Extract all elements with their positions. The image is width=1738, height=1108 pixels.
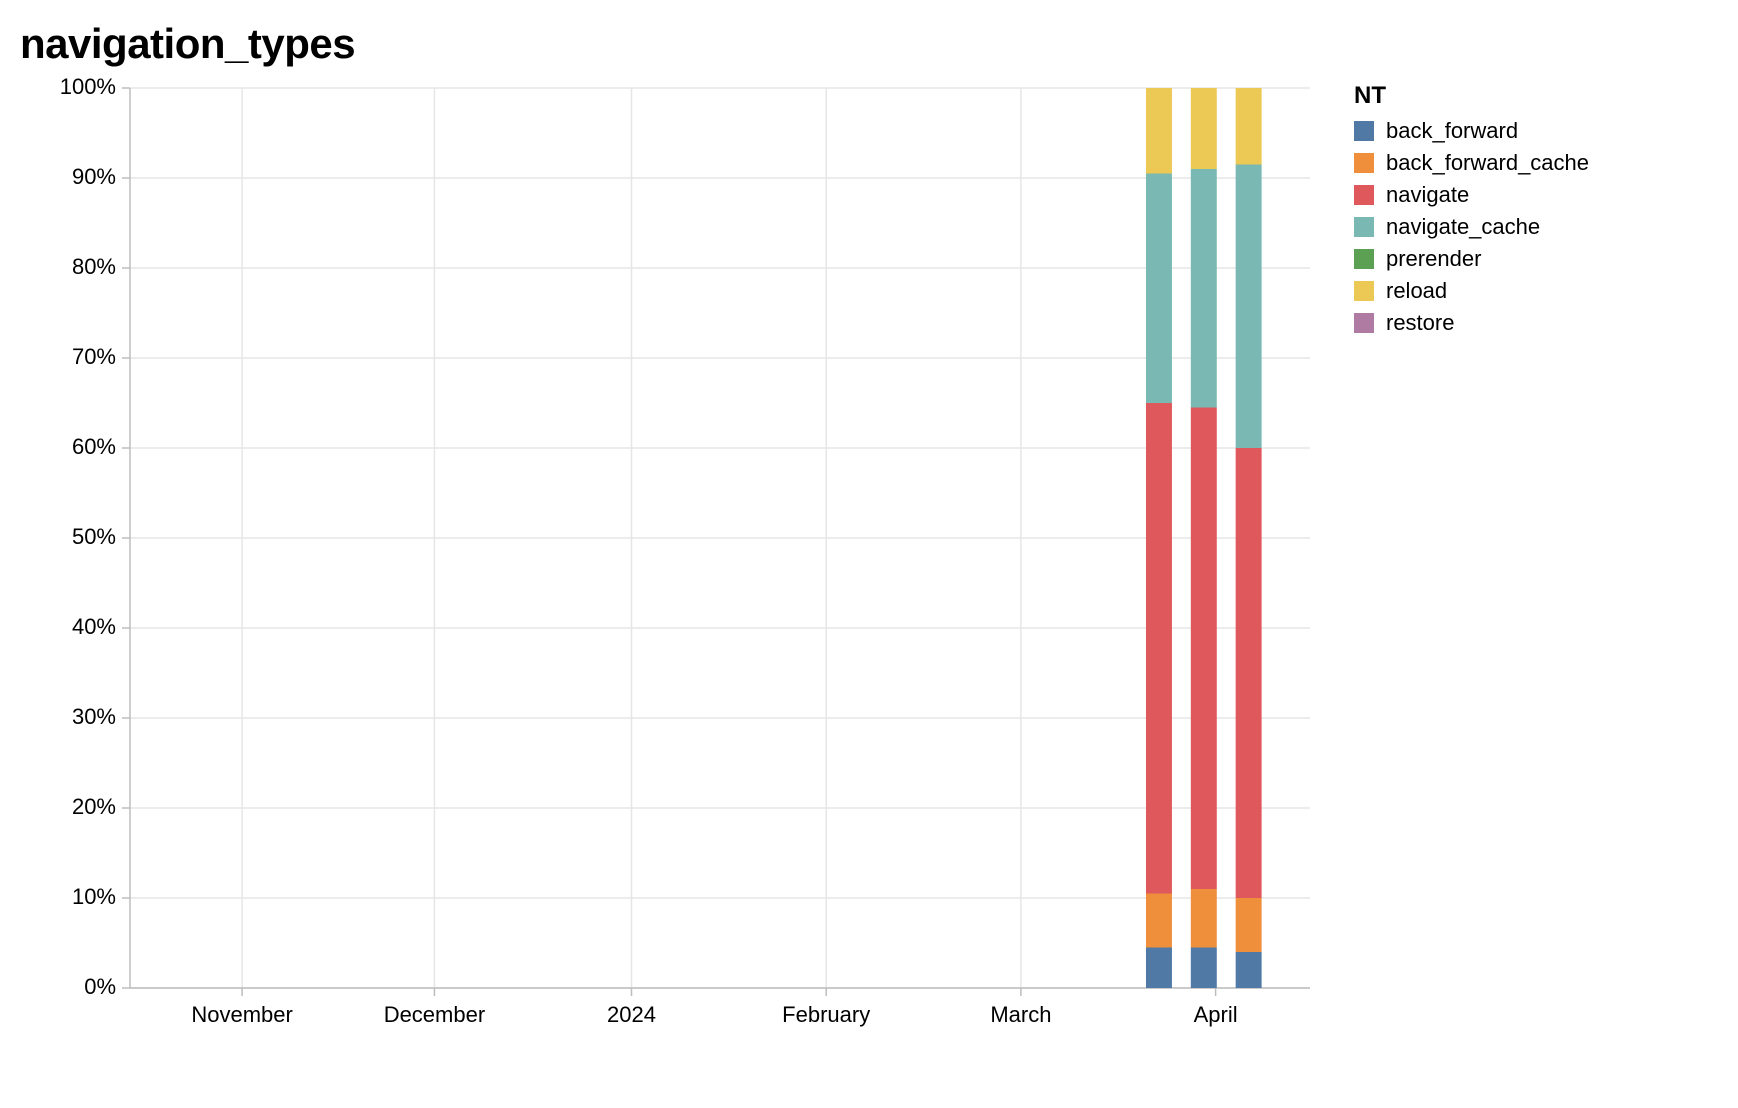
bar-segment bbox=[1191, 948, 1217, 989]
legend-swatch bbox=[1354, 313, 1374, 333]
legend-item: restore bbox=[1354, 310, 1589, 336]
legend-swatch bbox=[1354, 217, 1374, 237]
x-tick-label: 2024 bbox=[607, 1002, 656, 1027]
legend-swatch bbox=[1354, 121, 1374, 141]
chart-plot: 0% 10% 20% 30% 40% 50% 60% 70% 80% 90% 100% Novembe… bbox=[20, 78, 1330, 1053]
bar-segment bbox=[1236, 952, 1262, 988]
legend-item: navigate_cache bbox=[1354, 214, 1589, 240]
y-tick-label: 70% bbox=[72, 344, 116, 369]
legend-item: back_forward bbox=[1354, 118, 1589, 144]
legend-label: prerender bbox=[1386, 246, 1481, 272]
chart-title: navigation_types bbox=[20, 20, 1718, 68]
legend-title: NT bbox=[1354, 82, 1589, 110]
legend-items: back_forward back_forward_cache navigate na… bbox=[1354, 118, 1589, 336]
legend-label: navigate_cache bbox=[1386, 214, 1540, 240]
y-tick-label: 20% bbox=[72, 794, 116, 819]
legend-label: reload bbox=[1386, 278, 1447, 304]
chart-svg: 0% 10% 20% 30% 40% 50% 60% 70% 80% 90% 100% Novembe… bbox=[20, 78, 1330, 1048]
bar-segment bbox=[1236, 448, 1262, 898]
y-tick-label: 0% bbox=[84, 974, 116, 999]
legend: NT back_forward back_forward_cachenavigat… bbox=[1354, 82, 1589, 342]
bar-segment bbox=[1146, 174, 1172, 404]
y-tick-label: 100% bbox=[60, 78, 116, 99]
bar-segment bbox=[1236, 88, 1262, 165]
x-tick-label: February bbox=[782, 1002, 870, 1027]
bar-segment bbox=[1146, 403, 1172, 894]
legend-swatch bbox=[1354, 281, 1374, 301]
legend-item: back_forward_cache bbox=[1354, 150, 1589, 176]
legend-label: back_forward_cache bbox=[1386, 150, 1589, 176]
x-tick-label: April bbox=[1194, 1002, 1238, 1027]
y-tick-label: 30% bbox=[72, 704, 116, 729]
y-tick-label: 50% bbox=[72, 524, 116, 549]
y-tick-label: 10% bbox=[72, 884, 116, 909]
legend-label: back_forward bbox=[1386, 118, 1518, 144]
legend-label: navigate bbox=[1386, 182, 1469, 208]
bar-segment bbox=[1191, 169, 1217, 408]
legend-item: reload bbox=[1354, 278, 1589, 304]
bar-segment bbox=[1191, 408, 1217, 890]
y-tick-label: 90% bbox=[72, 164, 116, 189]
legend-item: navigate bbox=[1354, 182, 1589, 208]
bar-segment bbox=[1191, 88, 1217, 169]
x-tick-label: November bbox=[191, 1002, 292, 1027]
chart-container: 0% 10% 20% 30% 40% 50% 60% 70% 80% 90% 100% Novembe… bbox=[20, 78, 1718, 1053]
legend-swatch bbox=[1354, 153, 1374, 173]
x-tick-label: March bbox=[990, 1002, 1051, 1027]
bar-segment bbox=[1236, 898, 1262, 952]
legend-swatch bbox=[1354, 185, 1374, 205]
y-tick-label: 40% bbox=[72, 614, 116, 639]
legend-item: prerender bbox=[1354, 246, 1589, 272]
bar-segment bbox=[1146, 88, 1172, 174]
legend-label: restore bbox=[1386, 310, 1454, 336]
x-tick-label: December bbox=[384, 1002, 485, 1027]
y-tick-label: 80% bbox=[72, 254, 116, 279]
legend-swatch bbox=[1354, 249, 1374, 269]
bar-segment bbox=[1236, 165, 1262, 449]
bar-segment bbox=[1146, 894, 1172, 948]
bar-segment bbox=[1146, 948, 1172, 989]
y-tick-label: 60% bbox=[72, 434, 116, 459]
bar-segment bbox=[1191, 889, 1217, 948]
